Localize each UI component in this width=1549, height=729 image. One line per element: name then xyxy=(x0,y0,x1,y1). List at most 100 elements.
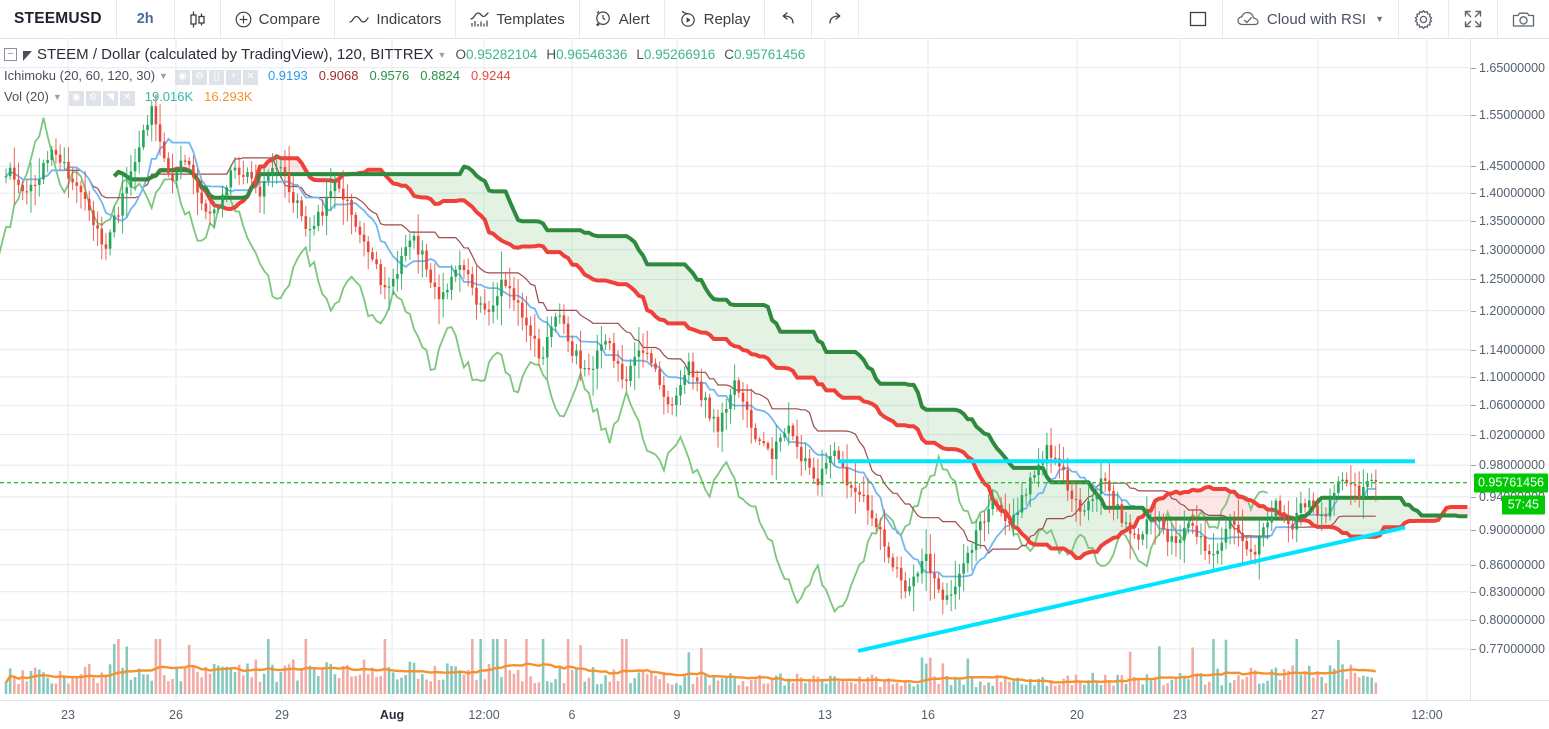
indicators-label: Indicators xyxy=(376,10,442,28)
eye-icon[interactable]: ◉ xyxy=(174,69,190,85)
legend-volume-row[interactable]: Vol (20) ▼ ◉ ⚙ ◥ ✕ 19.016K 16.293K xyxy=(4,86,814,107)
chart-type-button[interactable] xyxy=(175,0,221,38)
time-tick-label: 12:00 xyxy=(1411,708,1443,722)
chikou-span-line xyxy=(0,117,1268,614)
time-axis[interactable]: 23 26 29 Aug 12:00 6 9 13 16 20 23 27 12:00 xyxy=(0,700,1549,729)
chevron-down-icon[interactable]: ▼ xyxy=(52,91,62,102)
templates-label: Templates xyxy=(496,10,565,28)
chevron-down-icon: ▼ xyxy=(1375,14,1384,24)
interval-label: 2h xyxy=(136,11,154,27)
redo-arrow-icon xyxy=(826,12,844,26)
price-tick-label: 1.10000000 xyxy=(1478,369,1545,384)
indicators-button[interactable]: Indicators xyxy=(335,0,457,38)
price-tick-mark xyxy=(1471,496,1476,498)
chart-icon[interactable]: ◥ xyxy=(102,90,118,106)
ichimoku-controls[interactable]: ◉ ⚙{} + ✕ xyxy=(174,66,260,85)
interval-button[interactable]: 2h xyxy=(117,0,175,38)
camera-icon xyxy=(1512,10,1535,29)
chart-legend: − STEEM / Dollar (calculated by TradingV… xyxy=(4,44,814,107)
toolbar-right-group: Cloud with RSI ▼ xyxy=(1174,0,1549,38)
price-tick-label: 1.06000000 xyxy=(1478,398,1545,413)
alarm-clock-plus-icon xyxy=(594,10,612,28)
ichimoku-values: 0.9193 0.9068 0.9576 0.8824 0.9244 xyxy=(268,67,522,85)
price-tick-mark xyxy=(1471,648,1476,650)
plus-icon[interactable]: + xyxy=(225,69,241,85)
alert-button[interactable]: Alert xyxy=(580,0,665,38)
saved-layout-label: Cloud with RSI xyxy=(1266,10,1367,28)
legend-title-row[interactable]: − STEEM / Dollar (calculated by TradingV… xyxy=(4,44,814,65)
price-tick-label: 0.80000000 xyxy=(1478,612,1545,627)
chart-canvas[interactable] xyxy=(0,39,1470,700)
volume-series xyxy=(4,639,1378,694)
ohlc-key: C xyxy=(724,47,734,62)
volume-controls[interactable]: ◉ ⚙ ◥ ✕ xyxy=(68,87,137,106)
time-tick-label: 13 xyxy=(818,708,832,722)
ohlc-values: O0.95282104 H0.96546336 L0.95266916 C0.9576… xyxy=(455,47,814,62)
time-tick-label: 27 xyxy=(1311,708,1325,722)
price-tick-label: 1.35000000 xyxy=(1478,213,1545,228)
gear-icon[interactable]: ⚙ xyxy=(85,90,101,106)
price-tick-mark xyxy=(1471,249,1476,251)
ichimoku-label: Ichimoku (20, 60, 120, 30) xyxy=(4,68,156,83)
time-tick-label: 12:00 xyxy=(468,708,500,722)
compare-label: Compare xyxy=(258,10,321,28)
settings-button[interactable] xyxy=(1399,0,1449,38)
time-tick-label: 16 xyxy=(921,708,935,722)
countdown-badge: 57:45 xyxy=(1501,495,1545,515)
time-tick-label: 23 xyxy=(61,708,75,722)
price-tick-mark xyxy=(1471,115,1476,117)
candlestick-icon xyxy=(189,10,206,29)
legend-value: 0.9244 xyxy=(471,67,511,83)
price-tick-mark xyxy=(1471,67,1476,69)
symbol-button[interactable]: STEEMUSD xyxy=(0,0,117,38)
fullscreen-button[interactable] xyxy=(1449,0,1498,38)
layout-button[interactable] xyxy=(1174,0,1223,38)
chart-plot xyxy=(0,39,1470,700)
price-tick-mark xyxy=(1471,376,1476,378)
ohlc-key: L xyxy=(636,47,644,62)
close-icon[interactable]: ✕ xyxy=(119,90,135,106)
price-tick-label: 1.55000000 xyxy=(1478,108,1545,123)
price-tick-label: 1.20000000 xyxy=(1478,303,1545,318)
replay-icon xyxy=(679,10,697,28)
gear-icon xyxy=(1413,9,1434,30)
snapshot-button[interactable] xyxy=(1498,0,1549,38)
price-axis[interactable]: 1.65000000 1.55000000 1.45000000 1.40000000… xyxy=(1470,39,1549,700)
ohlc-value: 0.95282104 xyxy=(465,47,538,62)
chevron-down-icon[interactable]: ▼ xyxy=(159,70,168,81)
symbol-flag-icon xyxy=(23,50,32,61)
candlestick-series xyxy=(4,94,1378,615)
current-price-badge[interactable]: 0.95761456 xyxy=(1473,473,1548,493)
wave-icon xyxy=(349,13,370,26)
volume-ma-line xyxy=(4,662,1377,684)
price-tick-mark xyxy=(1471,465,1476,467)
price-tick-label: 0.83000000 xyxy=(1478,584,1545,599)
replay-label: Replay xyxy=(703,10,751,28)
undo-button[interactable] xyxy=(765,0,813,38)
eye-icon[interactable]: ◉ xyxy=(68,90,84,106)
gear-icon[interactable]: ⚙ xyxy=(191,69,207,85)
collapse-icon[interactable]: − xyxy=(4,48,17,61)
time-tick-label: 23 xyxy=(1173,708,1187,722)
replay-button[interactable]: Replay xyxy=(665,0,766,38)
templates-button[interactable]: Templates xyxy=(456,0,580,38)
compare-button[interactable]: Compare xyxy=(221,0,336,38)
brackets-icon[interactable]: {} xyxy=(208,69,224,85)
price-tick-label: 0.77000000 xyxy=(1478,641,1545,656)
chevron-down-icon[interactable]: ▼ xyxy=(437,49,447,60)
ascending-support-trendline[interactable] xyxy=(857,525,1406,653)
top-toolbar: STEEMUSD 2h xyxy=(0,0,1549,39)
price-tick-mark xyxy=(1471,193,1476,195)
price-tick-mark xyxy=(1471,279,1476,281)
kijun-sen-line xyxy=(5,157,1376,555)
price-tick-label: 1.25000000 xyxy=(1478,272,1545,287)
ohlc-key: H xyxy=(546,47,557,62)
redo-button[interactable] xyxy=(812,0,860,38)
legend-ichimoku-row[interactable]: Ichimoku (20, 60, 120, 30) ▼ ◉ ⚙{} + ✕ 0.91… xyxy=(4,65,814,86)
legend-value: 19.016K xyxy=(144,88,194,104)
saved-layout-button[interactable]: Cloud with RSI ▼ xyxy=(1223,0,1399,38)
price-tick-mark xyxy=(1471,619,1476,621)
price-tick-label: 1.65000000 xyxy=(1478,60,1545,75)
close-icon[interactable]: ✕ xyxy=(242,69,258,85)
plus-circle-icon xyxy=(235,11,252,28)
